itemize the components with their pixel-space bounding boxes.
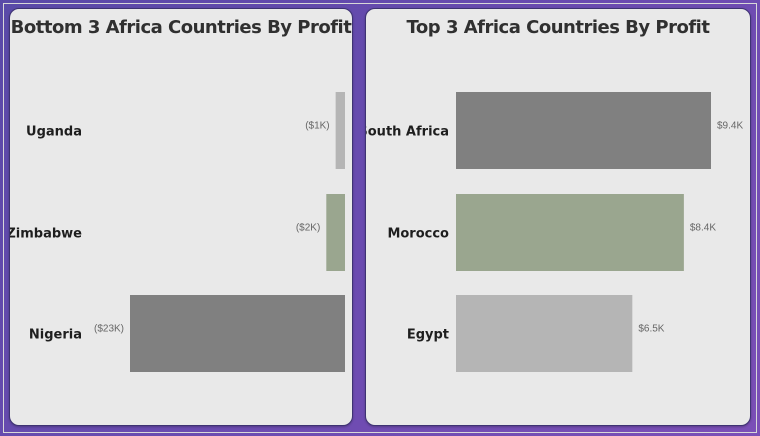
bar[interactable]: [130, 295, 345, 372]
bar[interactable]: [456, 194, 684, 271]
dashboard-frame: [3, 3, 757, 433]
category-label: Uganda: [26, 125, 82, 140]
data-label: $9.4K: [717, 121, 743, 132]
category-label: Nigeria: [29, 328, 82, 343]
data-label: $6.5K: [638, 324, 664, 335]
top-3-bar-chart: South Africa $9.4K Morocco $8.4K Egypt $6.5K: [366, 92, 743, 372]
category-label: Zimbabwe: [10, 227, 82, 242]
data-label: $8.4K: [690, 223, 716, 234]
chart-title: Bottom 3 Africa Countries By Profit: [10, 17, 352, 38]
bar[interactable]: [456, 295, 633, 372]
bar[interactable]: [456, 92, 711, 169]
category-label: South Africa: [366, 125, 449, 140]
bottom-3-chart-panel: Bottom 3 Africa Countries By Profit Ugan…: [9, 8, 353, 426]
data-label: ($2K): [296, 223, 320, 234]
bar[interactable]: [335, 92, 345, 169]
bottom-3-bar-chart: Uganda ($1K) Zimbabwe ($2K) Nigeria ($23K): [10, 92, 345, 372]
category-label: Egypt: [407, 328, 449, 343]
chart-title: Top 3 Africa Countries By Profit: [406, 17, 710, 38]
category-label: Morocco: [387, 227, 449, 242]
top-3-chart-panel: Top 3 Africa Countries By Profit South A…: [365, 8, 751, 426]
data-label: ($1K): [305, 121, 329, 132]
bar[interactable]: [326, 194, 345, 271]
data-label: ($23K): [94, 324, 124, 335]
